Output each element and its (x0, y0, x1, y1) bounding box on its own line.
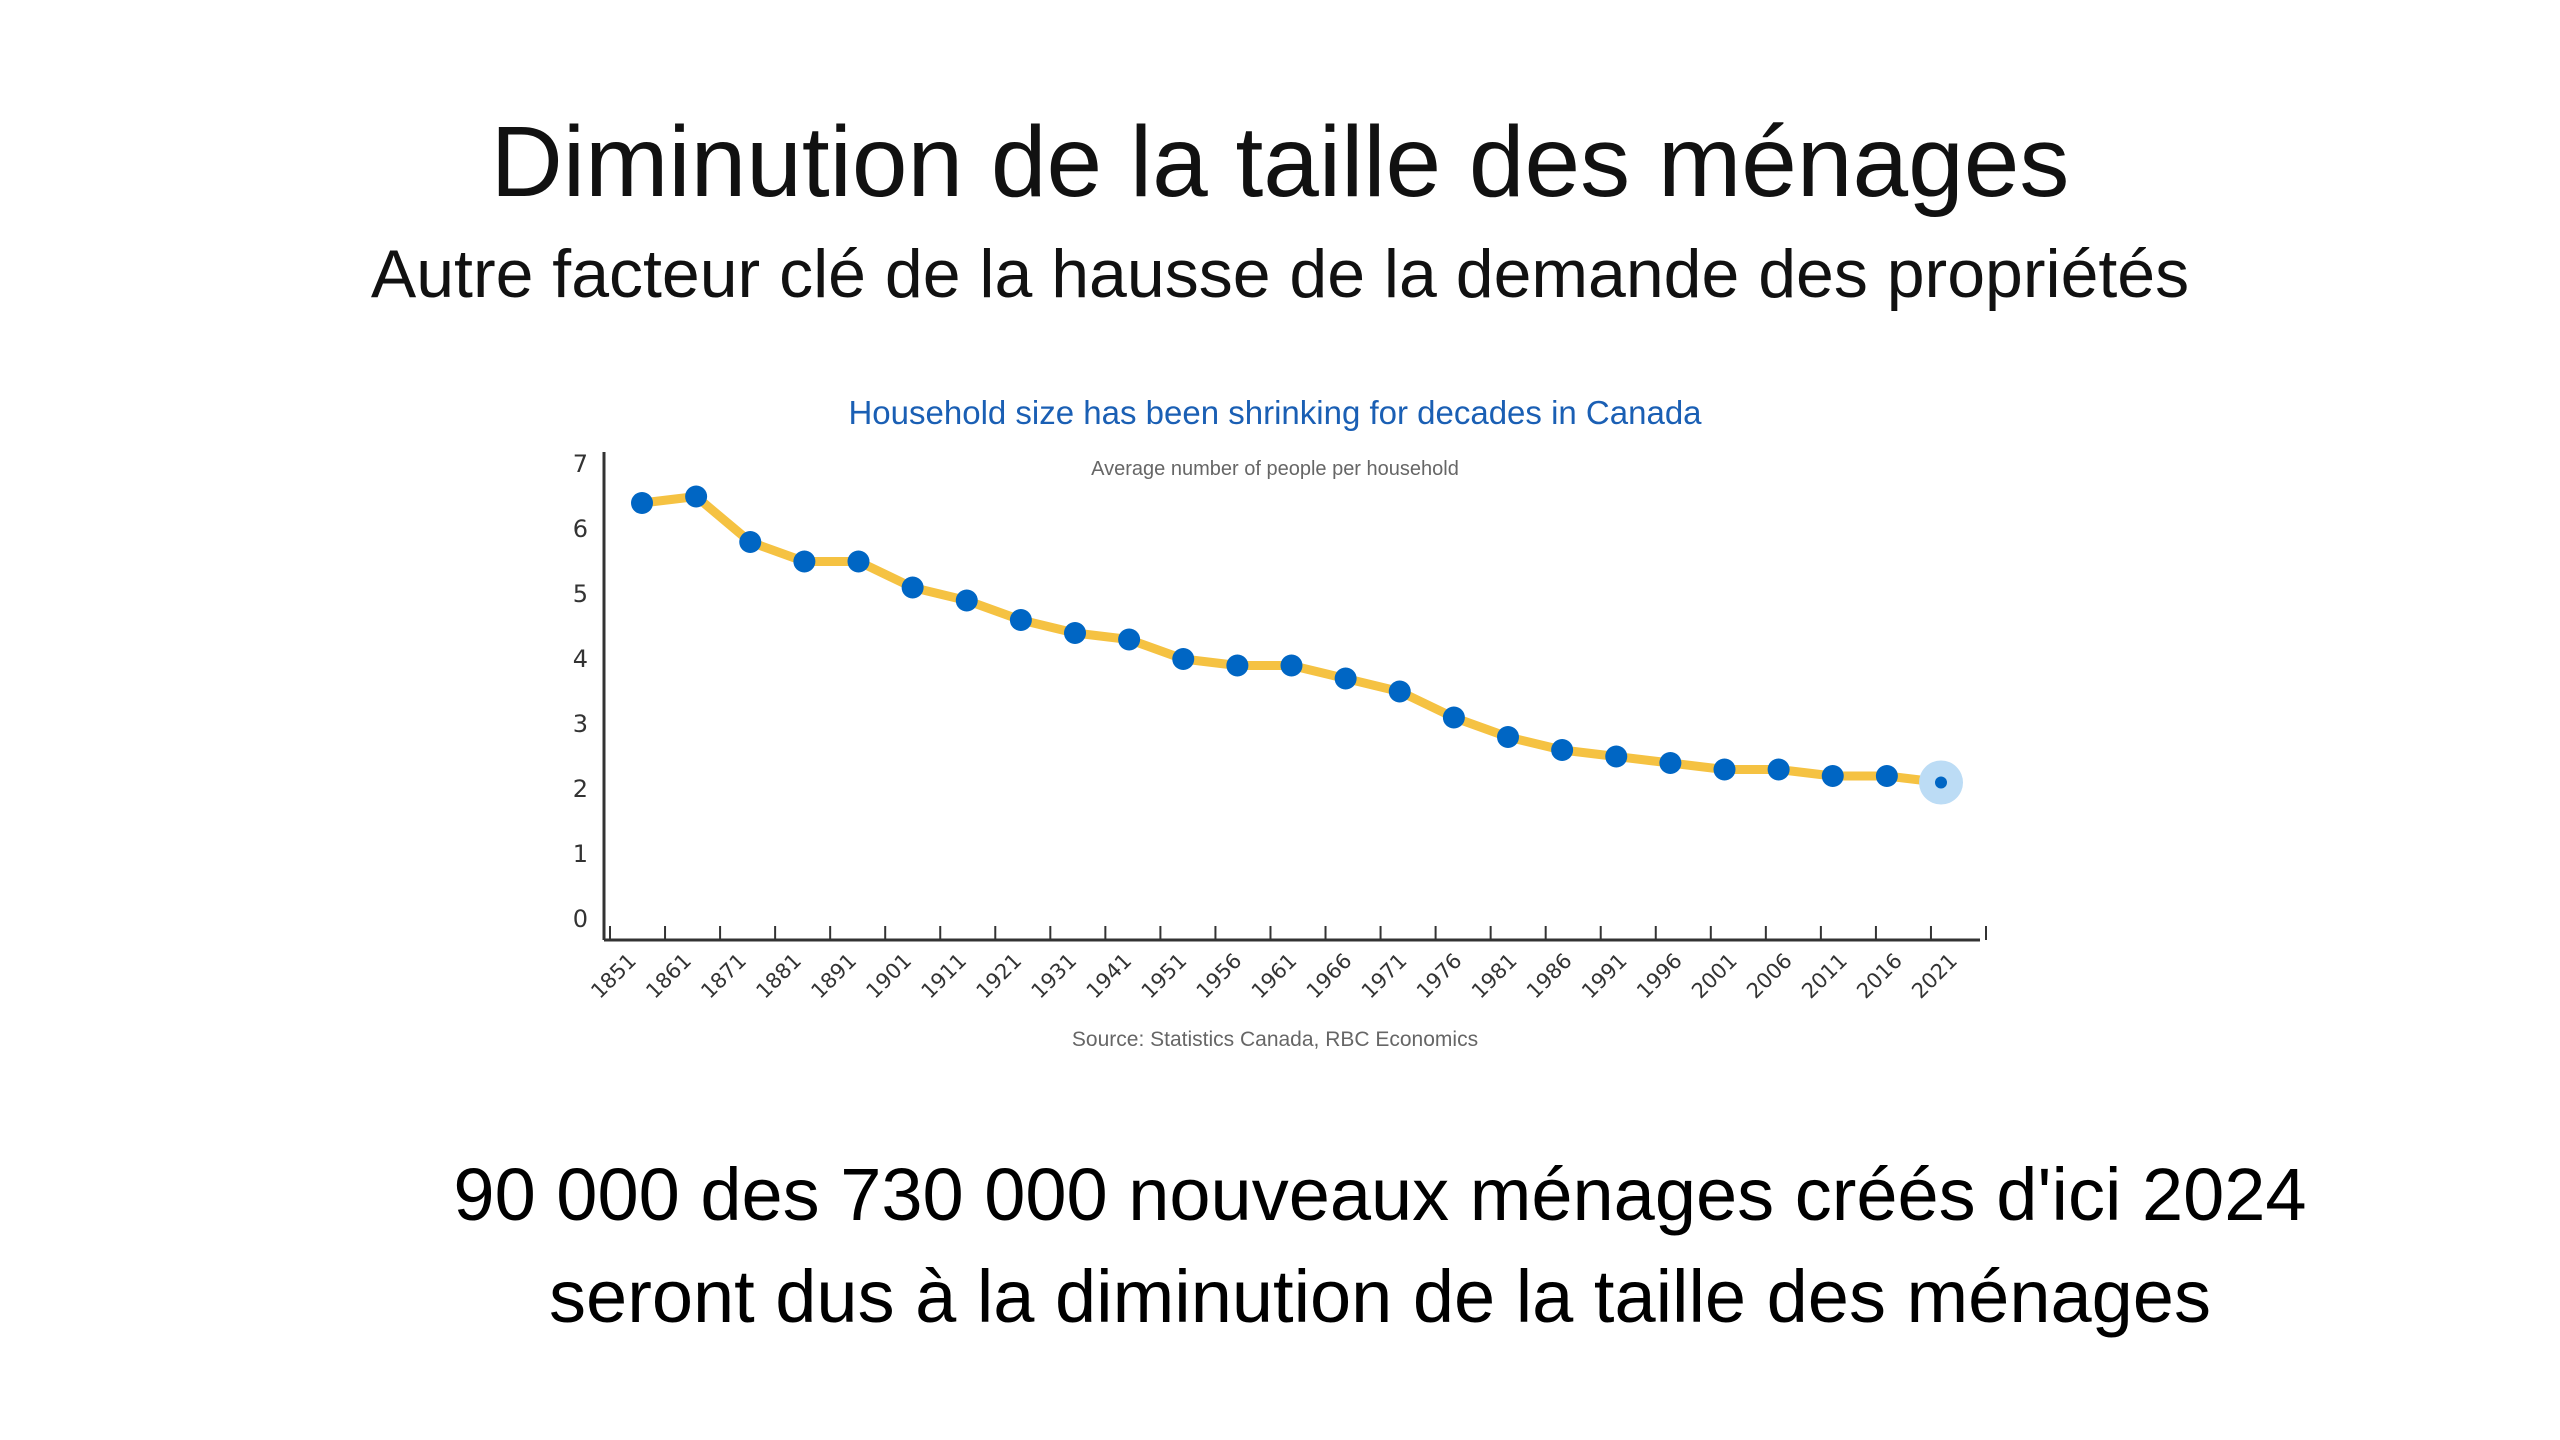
data-point (1821, 765, 1844, 787)
data-point (1935, 776, 1947, 789)
bottom-statement-line1: 90 000 des 730 000 nouveaux ménages créé… (453, 1153, 2307, 1236)
data-point (739, 531, 762, 553)
x-tick-label: 1881 (751, 949, 806, 1004)
data-point (1875, 765, 1898, 787)
x-tick-label: 1981 (1467, 949, 1522, 1004)
bottom-statement-line2: seront dus à la diminution de la taille … (549, 1255, 2211, 1338)
x-tick-label: 1911 (917, 949, 972, 1004)
x-tick-label: 1991 (1577, 949, 1632, 1004)
x-tick-label: 2011 (1797, 949, 1852, 1004)
data-point (1551, 739, 1574, 761)
data-point (1226, 654, 1249, 677)
data-point (1388, 680, 1411, 703)
y-tick-label: 3 (573, 710, 588, 738)
x-tick-label: 1861 (641, 949, 696, 1004)
x-tick-label: 1986 (1522, 949, 1577, 1004)
x-tick-label: 1851 (586, 949, 641, 1004)
data-point (847, 550, 870, 573)
data-point (1442, 706, 1465, 729)
data-point (1767, 758, 1790, 781)
x-tick-label: 1971 (1357, 949, 1412, 1004)
x-tick-label: 1901 (861, 949, 916, 1004)
chart-source: Source: Statistics Canada, RBC Economics (1072, 1028, 1478, 1051)
data-point (1334, 667, 1357, 690)
data-point (1713, 758, 1736, 781)
data-point (1659, 752, 1682, 774)
x-tick-label: 1871 (696, 949, 751, 1004)
data-point (1064, 622, 1086, 644)
data-point (1009, 609, 1032, 631)
data-point (1118, 628, 1141, 651)
data-point (955, 589, 978, 612)
series-line (641, 492, 1942, 787)
y-tick-label: 0 (573, 905, 588, 933)
data-point (901, 576, 924, 599)
x-tick-label: 1966 (1302, 949, 1357, 1004)
x-tick-label: 2021 (1907, 949, 1962, 1004)
y-tick-label: 2 (573, 775, 588, 803)
x-tick-label: 1941 (1082, 949, 1137, 1004)
x-tick-label: 2001 (1687, 949, 1742, 1004)
x-tick-label: 1951 (1137, 949, 1192, 1004)
chart-subtitle: Average number of people per household (1091, 458, 1459, 480)
x-tick-label: 1976 (1412, 949, 1467, 1004)
data-point (631, 492, 653, 514)
chart-title: Household size has been shrinking for de… (848, 394, 1702, 431)
data-point (1497, 726, 1519, 748)
y-tick-label: 7 (573, 450, 588, 478)
data-point (685, 485, 708, 508)
data-point (1280, 654, 1303, 677)
x-tick-label: 1996 (1632, 949, 1687, 1004)
x-tick-label: 1956 (1192, 949, 1247, 1004)
data-point (1172, 648, 1195, 670)
x-tick-label: 1891 (806, 949, 861, 1004)
x-tick-label: 1921 (972, 949, 1027, 1004)
x-tick-label: 2006 (1742, 949, 1797, 1004)
y-tick-label: 4 (573, 645, 588, 673)
x-tick-label: 1931 (1027, 949, 1082, 1004)
y-tick-label: 6 (573, 515, 588, 543)
x-tick-label: 1961 (1247, 949, 1302, 1004)
y-tick-label: 5 (573, 580, 588, 608)
slide-title: Diminution de la taille des ménages (490, 106, 2070, 218)
data-point (1605, 745, 1628, 768)
slide-subtitle: Autre facteur clé de la hausse de la dem… (370, 236, 2190, 312)
x-tick-label: 2016 (1852, 949, 1907, 1004)
y-tick-label: 1 (573, 840, 588, 868)
data-point (793, 550, 816, 573)
